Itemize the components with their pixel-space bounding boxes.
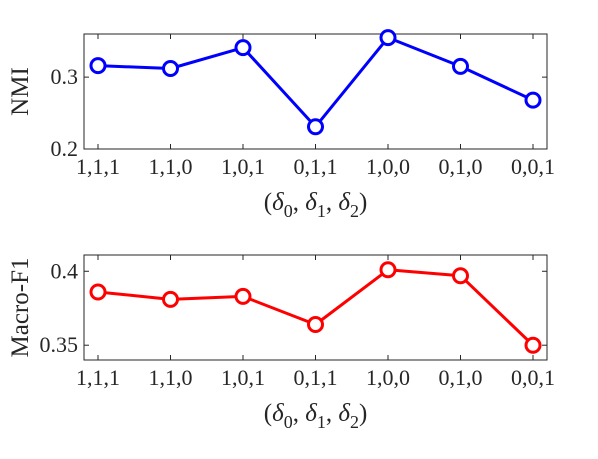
x-tick-label: 0,1,0 [439,154,483,179]
data-point [379,261,397,279]
x-tick-label: 1,1,1 [76,365,120,390]
y-tick-label: 0.2 [51,136,79,161]
data-point [452,267,469,285]
data-point [307,316,324,334]
x-tick-label: 1,1,0 [149,365,193,390]
data-point [234,287,252,305]
data-point [89,57,107,75]
x-tick-label: 1,1,0 [149,154,193,179]
y-axis-title: NMI [7,67,34,116]
x-tick-label: 0,1,1 [294,154,338,179]
x-tick-label: 0,0,1 [511,154,555,179]
x-tick-label: 1,1,1 [76,154,120,179]
data-point [379,29,397,47]
x-tick-label: 1,0,1 [221,154,265,179]
data-point [524,91,542,109]
data-point [162,60,179,77]
y-tick-label: 0.4 [51,258,79,283]
data-point [89,283,107,301]
x-axis-title: (δ0, δ1, δ2) [264,189,368,221]
y-tick-label: 0.3 [51,64,79,89]
x-tick-label: 0,0,1 [511,365,555,390]
axes-frame [83,254,548,361]
data-point [234,39,252,57]
chart-1: 1,1,1 1,1,0 1,0,1 0,1,1 1,0,0 0,1,0 0,0,1 0.2 0.… [7,29,555,221]
x-tick-label: 1,0,0 [366,365,410,390]
x-tick-label: 0,1,1 [294,365,338,390]
data-point [524,336,542,354]
x-tick-label: 0,1,0 [439,365,483,390]
x-tick-label: 1,0,0 [366,154,410,179]
chart-2: 1,1,1 1,1,0 1,0,1 0,1,1 1,0,0 0,1,0 0,0,1 0.35 0… [7,254,555,432]
y-axis-title: Macro-F1 [7,258,34,358]
y-tick-label: 0.35 [40,332,79,357]
x-axis-title: (δ0, δ1, δ2) [264,400,368,432]
data-point [307,118,324,136]
data-point [452,57,469,75]
series-line [97,36,534,129]
data-point [162,290,179,308]
series-line [97,268,535,347]
x-tick-label: 1,0,1 [221,365,265,390]
